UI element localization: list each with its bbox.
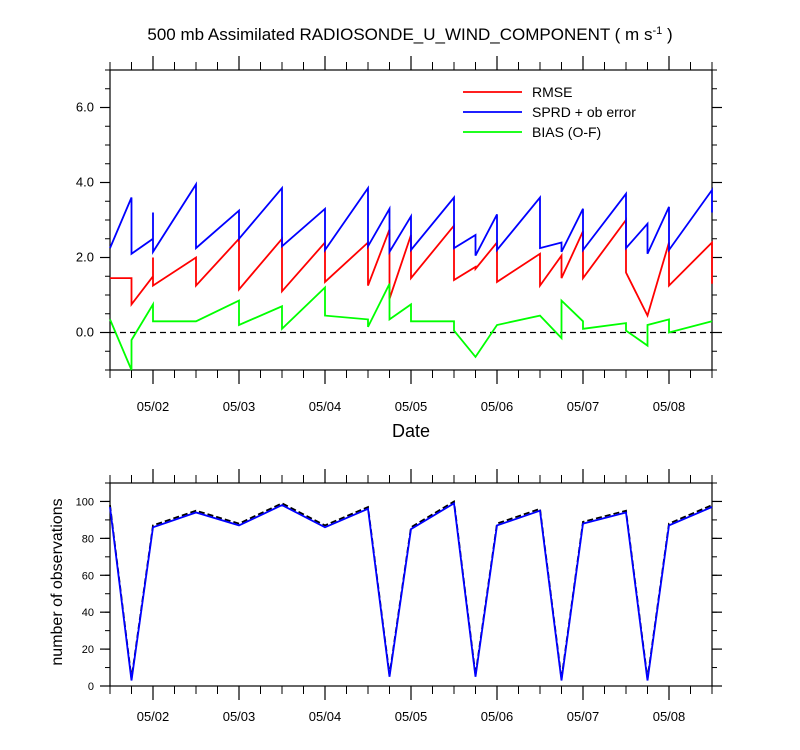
y-tick-label: 60	[82, 570, 94, 582]
series-line-sprd-ob-error	[109, 181, 713, 257]
x-tick-label: 05/07	[567, 399, 600, 414]
panel1-ticks: 0.0 2.0 4.0 6.0 05/02 05/03 05/04 05/05 05/06 05/…	[76, 56, 722, 414]
y-tick-label: 2.0	[76, 250, 94, 265]
x-tick-label: 05/08	[653, 399, 686, 414]
x-tick-label: 05/04	[309, 399, 342, 414]
x-tick-label: 05/07	[567, 709, 600, 724]
x-tick-label: 05/05	[395, 399, 428, 414]
legend-label: RMSE	[532, 84, 572, 100]
chart-title: 500 mb Assimilated RADIOSONDE_U_WIND_COM…	[147, 25, 672, 44]
y-tick-label: 80	[82, 533, 94, 545]
x-tick-label: 05/03	[223, 399, 256, 414]
series-line-observations-used	[109, 501, 713, 681]
x-tick-label: 05/06	[481, 709, 514, 724]
y-tick-label: 0	[88, 681, 94, 693]
legend-label: SPRD + ob error	[532, 104, 636, 120]
panel2-series	[109, 500, 713, 681]
series-line-rmse	[110, 217, 713, 319]
title-end: )	[662, 25, 672, 44]
panel2-ticks: 0 20 40 60 80 100 05/02 05/03 05/04 05/05 05/06 05/…	[76, 469, 722, 724]
x-tick-label: 05/02	[137, 399, 170, 414]
y-tick-label: 100	[76, 496, 94, 508]
legend-label: BIAS (O-F)	[532, 124, 601, 140]
legend: RMSE SPRD + ob error BIAS (O-F)	[463, 84, 636, 140]
observation-count-panel: 0 20 40 60 80 100 05/02 05/03 05/04 05/05 05/06 05/…	[49, 469, 722, 724]
y-tick-label: 0.0	[76, 325, 94, 340]
x-axis-title: Date	[392, 421, 430, 441]
y-tick-label: 20	[82, 644, 94, 656]
series-line-observations-possible	[109, 500, 713, 679]
y-axis-title-observations: number of observations	[49, 498, 66, 665]
x-tick-label: 05/04	[309, 709, 342, 724]
y-tick-label: 40	[82, 607, 94, 619]
series-line-bias-o-f	[109, 283, 713, 371]
x-tick-label: 05/02	[137, 709, 170, 724]
y-tick-label: 6.0	[76, 100, 94, 115]
title-superscript: -1	[652, 25, 662, 37]
panel1-series	[109, 181, 713, 371]
x-tick-label: 05/08	[653, 709, 686, 724]
rmse-spread-bias-panel: 0.0 2.0 4.0 6.0 05/02 05/03 05/04 05/05 05/06 05/…	[76, 56, 722, 441]
y-tick-label: 4.0	[76, 175, 94, 190]
x-tick-label: 05/06	[481, 399, 514, 414]
x-tick-label: 05/05	[395, 709, 428, 724]
x-tick-label: 05/03	[223, 709, 256, 724]
